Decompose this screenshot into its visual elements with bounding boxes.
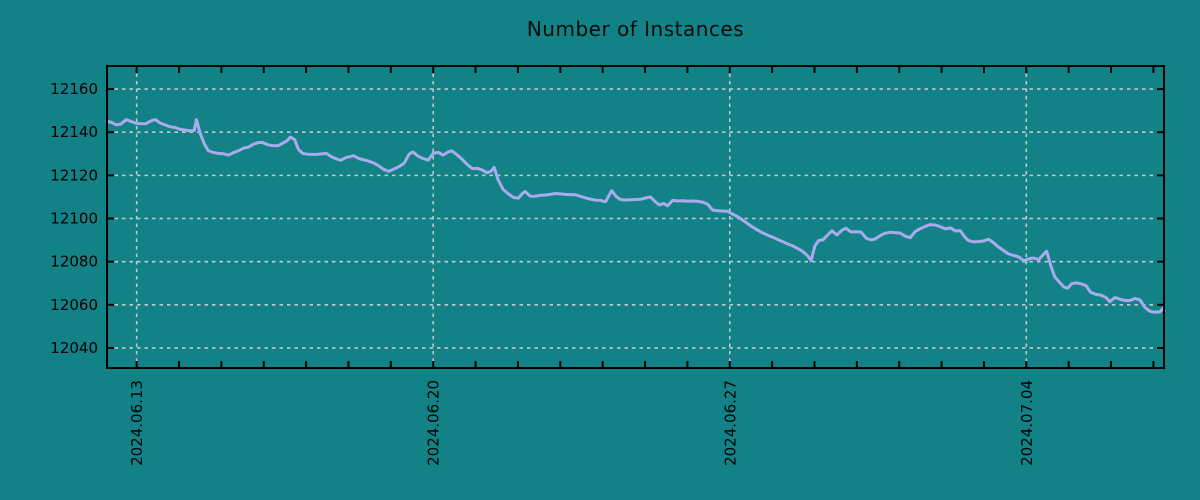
- chart-title: Number of Instances: [526, 17, 745, 41]
- x-tick-label: 2024.06.13: [128, 380, 146, 466]
- data-series: [105, 118, 1166, 314]
- y-tick-label: 12040: [50, 339, 98, 357]
- y-tick-label: 12120: [50, 166, 98, 184]
- x-tick-labels: 2024.06.13 2024.06.20 2024.06.27 2024.07.04: [128, 380, 1036, 466]
- y-tick-label: 12140: [50, 123, 98, 141]
- x-tick-label: 2024.07.04: [1018, 380, 1036, 466]
- x-tick-label: 2024.06.20: [425, 380, 443, 466]
- y-tick-labels: 12040 12060 12080 12100 12120 12140 12160: [50, 80, 98, 357]
- series-line-instances: [105, 118, 1166, 314]
- plot-frame: [106, 65, 1165, 369]
- y-tick-label: 12080: [50, 253, 98, 271]
- tick-marks: [107, 66, 1164, 368]
- y-tick-label: 12100: [50, 210, 98, 228]
- gridlines: [107, 66, 1164, 368]
- y-tick-label: 12160: [50, 80, 98, 98]
- x-tick-label: 2024.06.27: [721, 380, 739, 466]
- axes-frame: [106, 65, 1165, 369]
- y-tick-label: 12060: [50, 296, 98, 314]
